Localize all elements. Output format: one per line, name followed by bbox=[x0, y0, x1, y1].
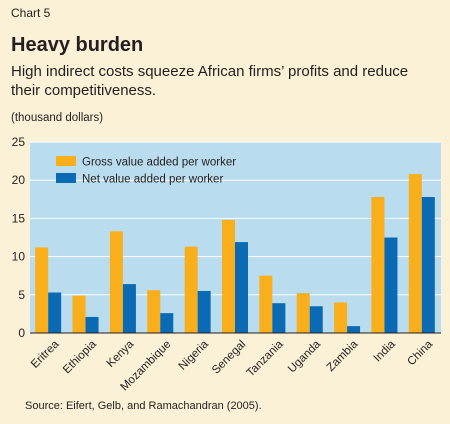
x-category-label: Ethiopia bbox=[61, 338, 99, 376]
x-category-label: China bbox=[405, 338, 435, 368]
x-category-label: Tanzania bbox=[245, 338, 286, 379]
bar-gross bbox=[408, 174, 422, 333]
y-tick-label: 25 bbox=[12, 135, 26, 149]
x-category-label: Eritrea bbox=[29, 338, 62, 371]
chart-title: Heavy burden bbox=[11, 34, 144, 56]
legend-swatch bbox=[56, 173, 76, 183]
bar-gross bbox=[371, 197, 385, 333]
unit-label: (thousand dollars) bbox=[11, 112, 104, 124]
chart-number: Chart 5 bbox=[11, 6, 51, 20]
bar-net bbox=[122, 284, 136, 333]
bar-net bbox=[197, 290, 211, 333]
y-tick-label: 5 bbox=[18, 288, 25, 302]
y-tick-label: 15 bbox=[12, 211, 26, 225]
y-tick-label: 0 bbox=[18, 326, 25, 340]
bar-gross bbox=[147, 290, 161, 333]
source-note: Source: Eifert, Gelb, and Ramachandran (… bbox=[25, 400, 262, 412]
x-category-label: Nigeria bbox=[177, 338, 212, 373]
x-category-label: Senegal bbox=[210, 338, 248, 376]
bar-gross bbox=[222, 219, 235, 333]
bar-gross bbox=[259, 275, 273, 333]
bar-net bbox=[421, 197, 435, 333]
bar-gross bbox=[296, 293, 310, 333]
bar-net bbox=[160, 313, 174, 333]
bar-gross bbox=[109, 231, 123, 333]
bar-net bbox=[309, 306, 323, 333]
bar-net bbox=[85, 316, 99, 333]
legend-label: Net value added per worker bbox=[82, 174, 223, 186]
bar-net bbox=[48, 292, 62, 333]
x-category-label: India bbox=[372, 338, 399, 365]
y-tick-label: 10 bbox=[12, 250, 26, 264]
bar-gross bbox=[334, 302, 348, 333]
x-category-label: Kenya bbox=[105, 338, 137, 370]
bar-net bbox=[384, 237, 398, 333]
legend-swatch bbox=[56, 156, 76, 166]
bar-gross bbox=[184, 246, 198, 333]
y-tick-label: 20 bbox=[12, 173, 26, 187]
legend-label: Gross value added per worker bbox=[82, 157, 236, 169]
bar-net bbox=[272, 303, 286, 333]
x-category-label: Zambia bbox=[325, 338, 361, 374]
bar-net bbox=[235, 242, 248, 333]
bar-net bbox=[347, 326, 361, 333]
x-category-label: Uganda bbox=[286, 338, 323, 375]
chart-subtitle: High indirect costs squeeze African firm… bbox=[11, 63, 409, 99]
bar-gross bbox=[35, 247, 49, 333]
bar-gross bbox=[72, 295, 86, 333]
